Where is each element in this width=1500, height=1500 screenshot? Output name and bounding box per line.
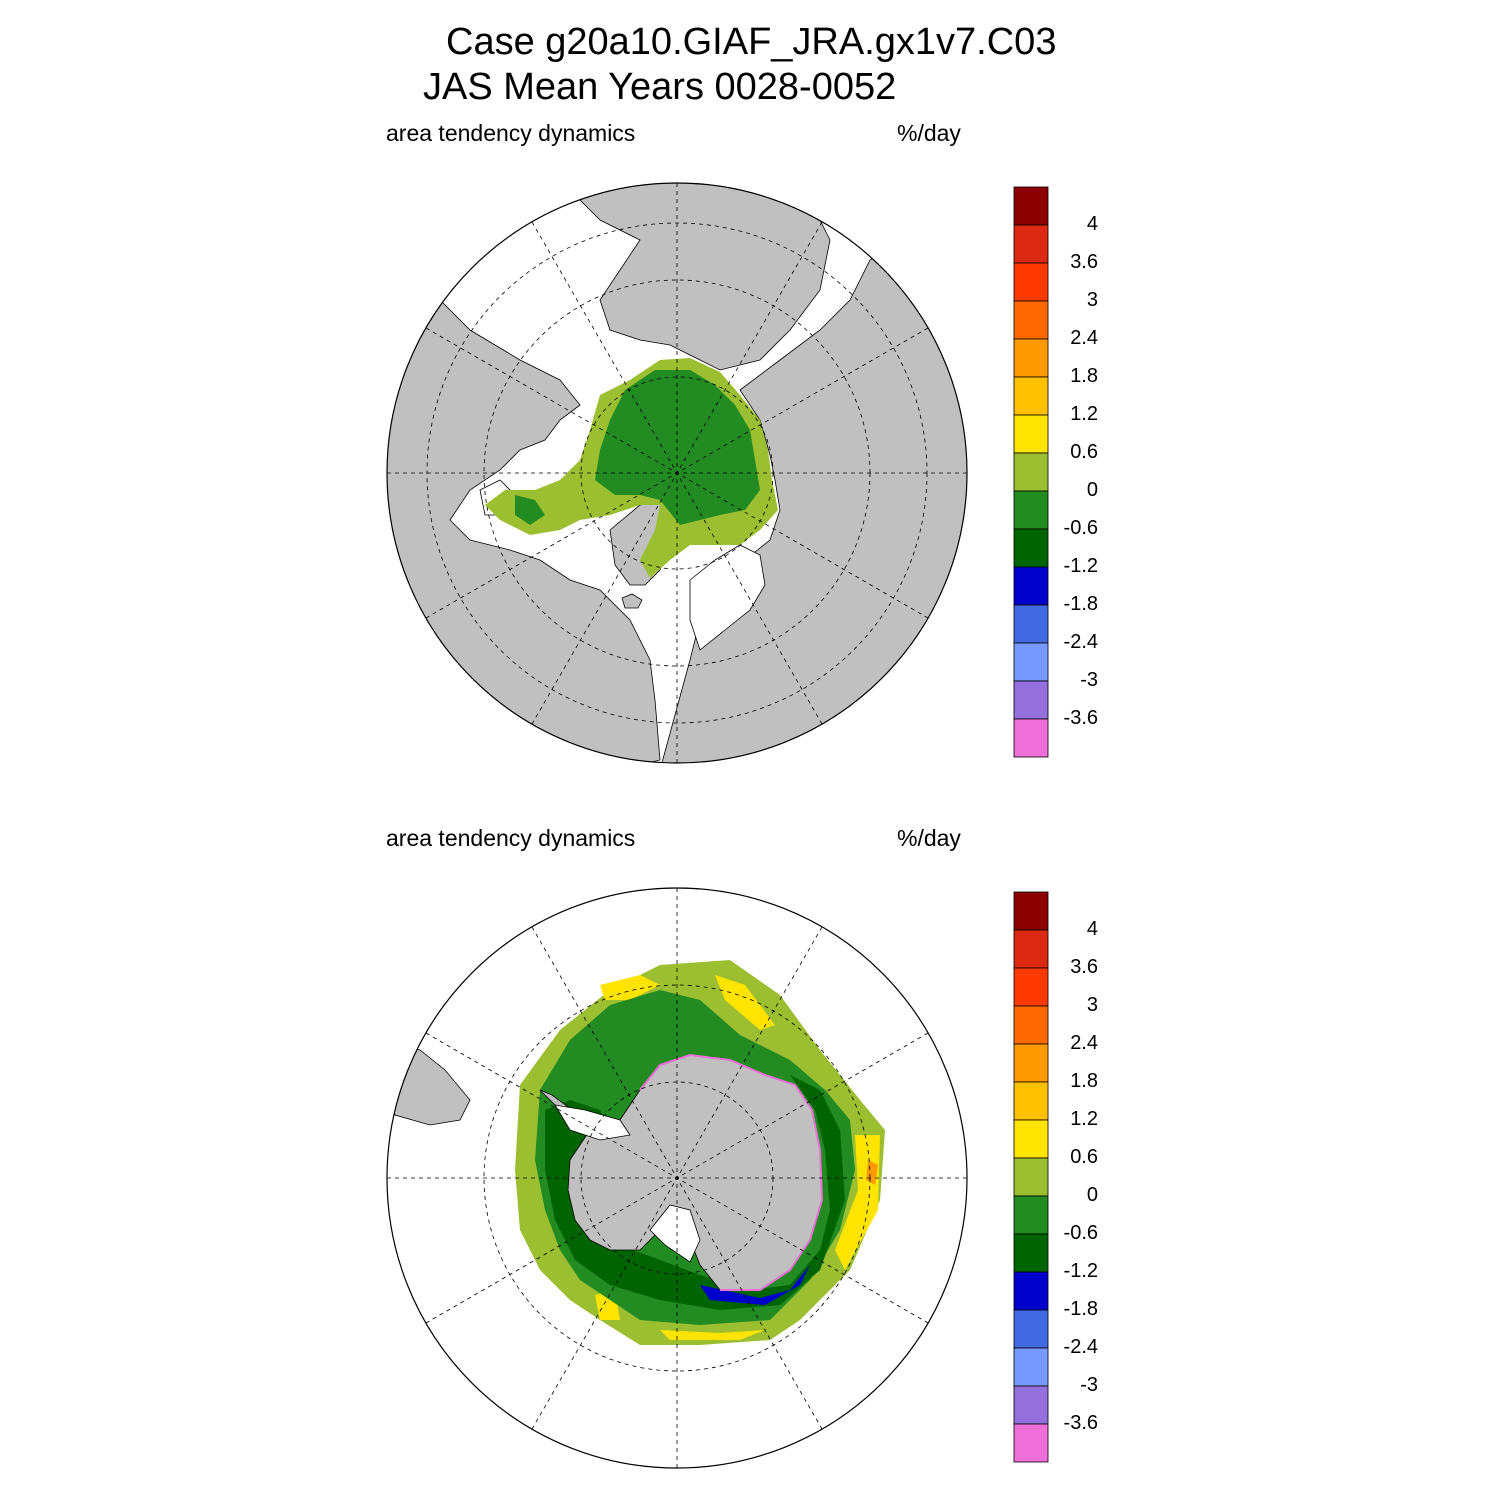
- siberia-north-landmass: [559, 183, 831, 371]
- title-line-1: Case g20a10.GIAF_JRA.gx1v7.C03: [446, 21, 1057, 63]
- arctic-colorbar-tick-label: 1.8: [1070, 365, 1098, 387]
- arctic-colorbar-swatch: [1013, 376, 1049, 416]
- antarctic-panel-left-label: area tendency dynamics: [386, 825, 636, 851]
- arctic-colorbar-tick-label: 1.2: [1070, 403, 1098, 425]
- antarctic-colorbar-swatch: [1013, 1423, 1049, 1463]
- arctic-colorbar-swatch: [1013, 490, 1049, 530]
- arctic-ice-green-core: [595, 370, 760, 525]
- arctic-colorbar: [1013, 186, 1049, 758]
- arctic-colorbar-swatch: [1013, 680, 1049, 720]
- antarctic-colorbar-tick-label: 1.8: [1070, 1070, 1098, 1092]
- antarctic-colorbar-tick-label: -1.8: [1063, 1298, 1098, 1320]
- arctic-colorbar-swatch: [1013, 452, 1049, 492]
- arctic-colorbar-tick-label: -1.8: [1063, 593, 1098, 615]
- arctic-colorbar-swatch: [1013, 528, 1049, 568]
- antarctic-ice-yellow-patch-s: [660, 1330, 765, 1340]
- arctic-colorbar-swatch: [1013, 262, 1049, 302]
- antarctic-colorbar-tick-label: 1.2: [1070, 1108, 1098, 1130]
- antarctic-ice-blue-coastal-strip: [700, 1265, 810, 1305]
- antarctic-colorbar-swatch: [1013, 1385, 1049, 1425]
- arctic-colorbar-tick-label: 2.4: [1070, 327, 1098, 349]
- arctic-colorbar-swatch: [1013, 414, 1049, 454]
- arctic-colorbar-tick-label: 0: [1086, 479, 1098, 501]
- arctic-ice-green-bay: [515, 495, 545, 525]
- antarctic-colorbar-tick-label: 0.6: [1070, 1146, 1098, 1168]
- arctic-colorbar-tick-label: 3.6: [1070, 251, 1098, 273]
- arctic-colorbar-tick-label: -1.2: [1063, 555, 1098, 577]
- antarctic-ice-yellow-patch-n: [600, 975, 660, 1000]
- antarctic-colorbar-swatch: [1013, 1081, 1049, 1121]
- antarctic-colorbar-tick-label: -3: [1080, 1374, 1098, 1396]
- antarctic-colorbar-tick-label: 4: [1086, 918, 1098, 940]
- arctic-colorbar-swatch: [1013, 338, 1049, 378]
- arctic-colorbar-tick-label: -0.6: [1063, 517, 1098, 539]
- weddell-sea-shelf: [554, 1104, 631, 1141]
- antarctic-colorbar-swatch: [1013, 1271, 1049, 1311]
- antarctic-colorbar-tick-label: -1.2: [1063, 1260, 1098, 1282]
- antarctic-colorbar-tick-label: -0.6: [1063, 1222, 1098, 1244]
- arctic-map-border: [386, 182, 968, 764]
- arctic-colorbar-swatch: [1013, 300, 1049, 340]
- antarctic-panel-units: %/day: [897, 825, 961, 851]
- antarctic-colorbar-swatch: [1013, 967, 1049, 1007]
- arctic-colorbar-tick-label: 3: [1086, 289, 1098, 311]
- antarctic-ice-orange-spot: [866, 1160, 878, 1185]
- north-america-landmass: [387, 299, 661, 763]
- antarctic-map: [386, 887, 968, 1469]
- arctic-colorbar-swatch: [1013, 718, 1049, 758]
- antarctic-colorbar-tick-label: 3.6: [1070, 956, 1098, 978]
- arctic-colorbar-tick-label: -3: [1080, 669, 1098, 691]
- arctic-colorbar-tick-label: -2.4: [1063, 631, 1098, 653]
- arctic-panel-left-label: area tendency dynamics: [386, 120, 636, 146]
- ross-ice-shelf: [649, 1204, 701, 1263]
- antarctic-colorbar-swatch: [1013, 1347, 1049, 1387]
- title-line-2: JAS Mean Years 0028-0052: [423, 66, 897, 108]
- antarctic-gridlines: [387, 888, 967, 1468]
- antarctic-colorbar-tick-label: 2.4: [1070, 1032, 1098, 1054]
- arctic-colorbar-tick-label: 4: [1086, 213, 1098, 235]
- antarctic-colorbar-tick-label: -2.4: [1063, 1336, 1098, 1358]
- antarctic-colorbar: [1013, 891, 1049, 1463]
- antarctic-colorbar-swatch: [1013, 1309, 1049, 1349]
- antarctic-colorbar-tick-label: 3: [1086, 994, 1098, 1016]
- arctic-colorbar-tick-label: 0.6: [1070, 441, 1098, 463]
- antarctic-ice-dark-green-coast: [545, 1075, 845, 1310]
- arctic-panel-units: %/day: [897, 120, 961, 146]
- antarctic-colorbar-swatch: [1013, 891, 1049, 931]
- arctic-colorbar-tick-label: -3.6: [1063, 707, 1098, 729]
- arctic-map: [386, 182, 968, 764]
- arctic-colorbar-swatch: [1013, 604, 1049, 644]
- arctic-colorbar-swatch: [1013, 186, 1049, 226]
- antarctica-coast-magenta-outline: [639, 1053, 824, 1291]
- antarctic-colorbar-swatch: [1013, 1233, 1049, 1273]
- antarctic-colorbar-tick-label: -3.6: [1063, 1412, 1098, 1434]
- antarctic-colorbar-tick-label: 0: [1086, 1184, 1098, 1206]
- antarctic-ice-yellow-patch-ne: [715, 975, 775, 1030]
- iceland-landmass: [621, 593, 643, 609]
- scandinavia-landmass: [689, 544, 766, 651]
- antarctic-map-border: [386, 887, 968, 1469]
- arctic-gridlines: [387, 183, 967, 763]
- antarctic-colorbar-swatch: [1013, 1119, 1049, 1159]
